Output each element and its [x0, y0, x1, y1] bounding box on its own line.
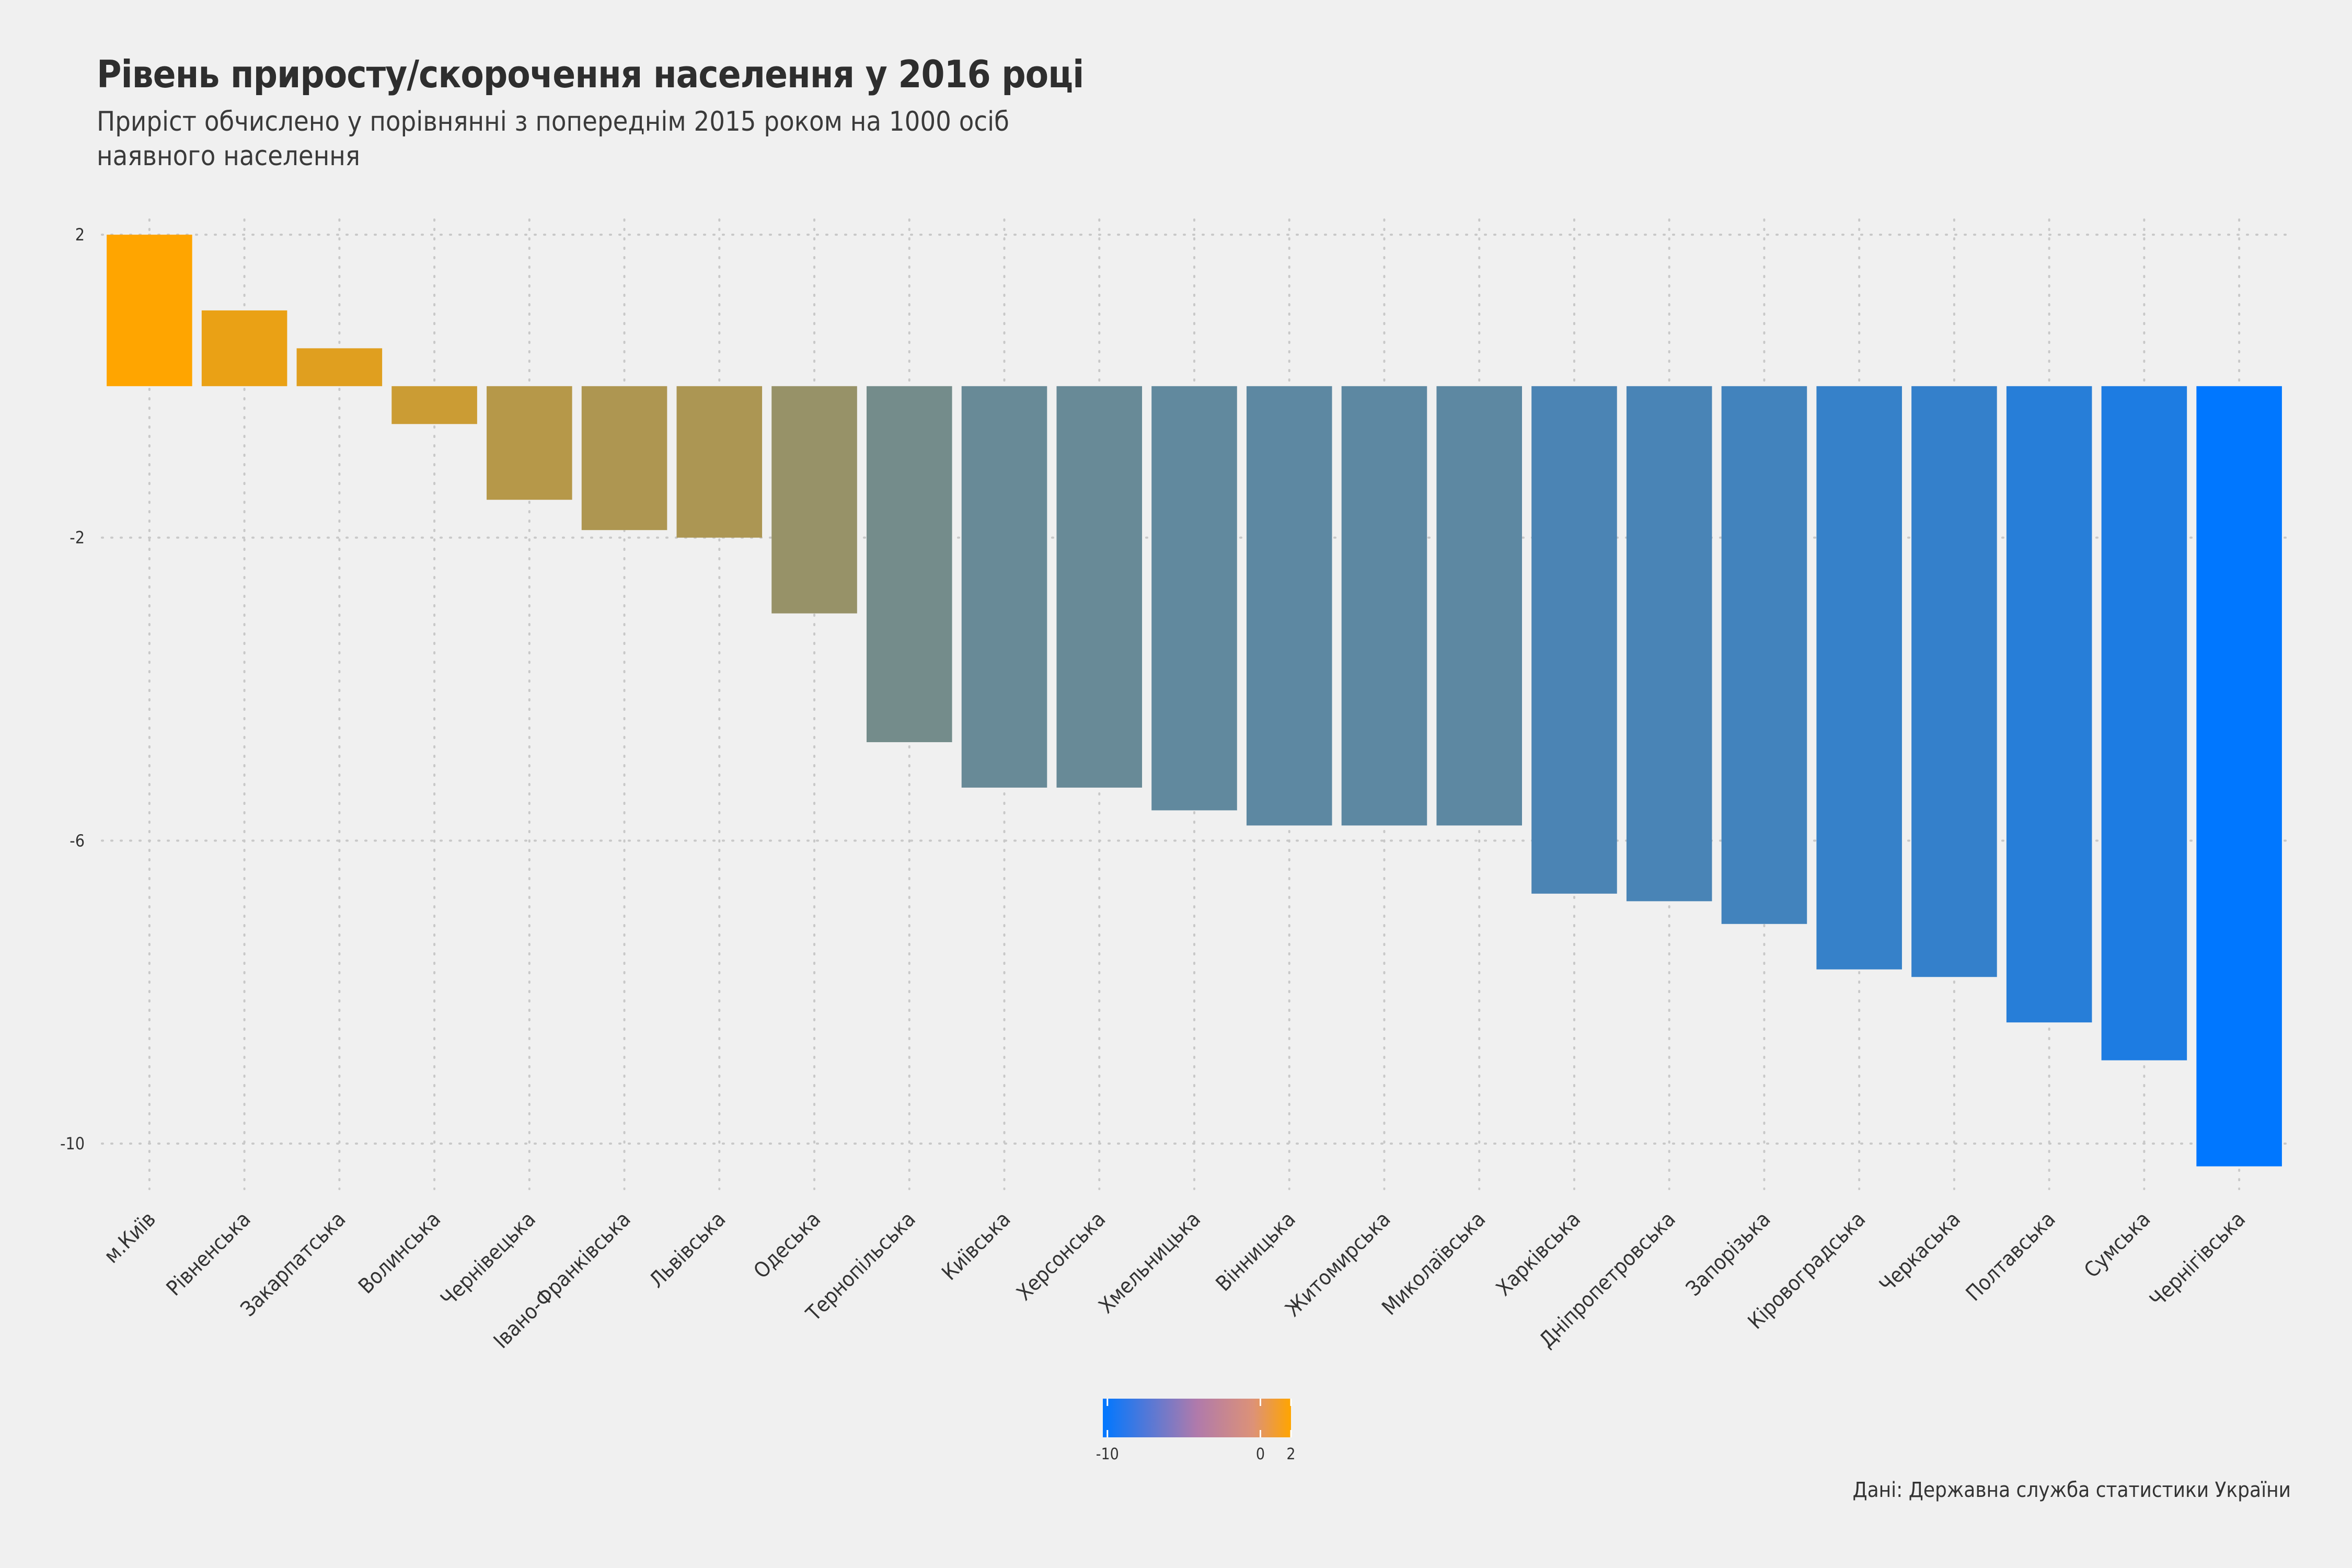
bar-3: [296, 348, 383, 386]
bar-14: [1341, 386, 1427, 826]
legend-tick-label: -10: [1096, 1445, 1119, 1463]
x-category-label: Харківська: [1492, 1207, 1585, 1301]
bar-13: [1246, 386, 1332, 826]
bar-4: [391, 386, 477, 424]
source-note: Дані: Державна служба статистики України: [1852, 1478, 2291, 1502]
x-category-label: Львівська: [645, 1207, 731, 1293]
bar-1: [107, 234, 192, 386]
x-category-label: Рівненська: [162, 1207, 256, 1301]
y-tick-label: -2: [70, 528, 85, 548]
chart-subtitle: Приріст обчислено у порівнянні з поперед…: [97, 106, 1009, 172]
color-legend: -10 0 2: [1096, 1399, 1296, 1463]
bar-11: [1056, 386, 1143, 788]
bar-8: [771, 386, 857, 614]
x-category-label: Запорізька: [1681, 1207, 1775, 1301]
bar-20: [1911, 386, 1997, 977]
x-category-label: Херсонська: [1012, 1207, 1110, 1306]
legend-tick-label: 2: [1286, 1445, 1295, 1463]
y-axis-ticks: 2 -2 -6 -10: [60, 225, 85, 1154]
bar-22: [2101, 386, 2187, 1060]
chart-title: Рівень приросту/скорочення населення у 2…: [97, 52, 1084, 96]
legend-colorbar: [1103, 1399, 1291, 1437]
y-tick-label: -6: [70, 831, 85, 850]
x-category-label: Чернігівська: [2145, 1207, 2250, 1312]
bar-21: [2006, 386, 2092, 1023]
x-category-label: м.Київ: [99, 1207, 160, 1268]
bar-7: [676, 386, 763, 538]
bar-17: [1626, 386, 1712, 902]
x-category-label: Сумська: [2080, 1207, 2155, 1283]
bar-12: [1151, 386, 1237, 811]
bar-15: [1436, 386, 1522, 826]
bar-18: [1721, 386, 1807, 924]
x-category-label: Волинська: [354, 1207, 445, 1299]
x-category-label: Вінницька: [1212, 1207, 1300, 1296]
x-category-label: Одеська: [749, 1207, 825, 1284]
bar-23: [2196, 386, 2282, 1167]
bar-2: [201, 310, 287, 386]
y-tick-label: -10: [60, 1134, 85, 1154]
bar-16: [1531, 386, 1617, 894]
x-category-label: Київська: [937, 1207, 1015, 1285]
bar-19: [1816, 386, 1902, 970]
bar-10: [961, 386, 1047, 788]
legend-tick-label: 0: [1256, 1445, 1265, 1463]
x-category-label: Черкаська: [1875, 1207, 1965, 1298]
x-category-label: Хмельницька: [1094, 1207, 1206, 1319]
x-category-label: Чернівецька: [436, 1207, 540, 1311]
x-category-label: Полтавська: [1962, 1207, 2060, 1306]
bar-9: [867, 386, 952, 742]
y-tick-label: 2: [75, 225, 85, 245]
bar-5: [487, 386, 572, 500]
bars: [107, 234, 2282, 1167]
bar-6: [581, 386, 667, 531]
